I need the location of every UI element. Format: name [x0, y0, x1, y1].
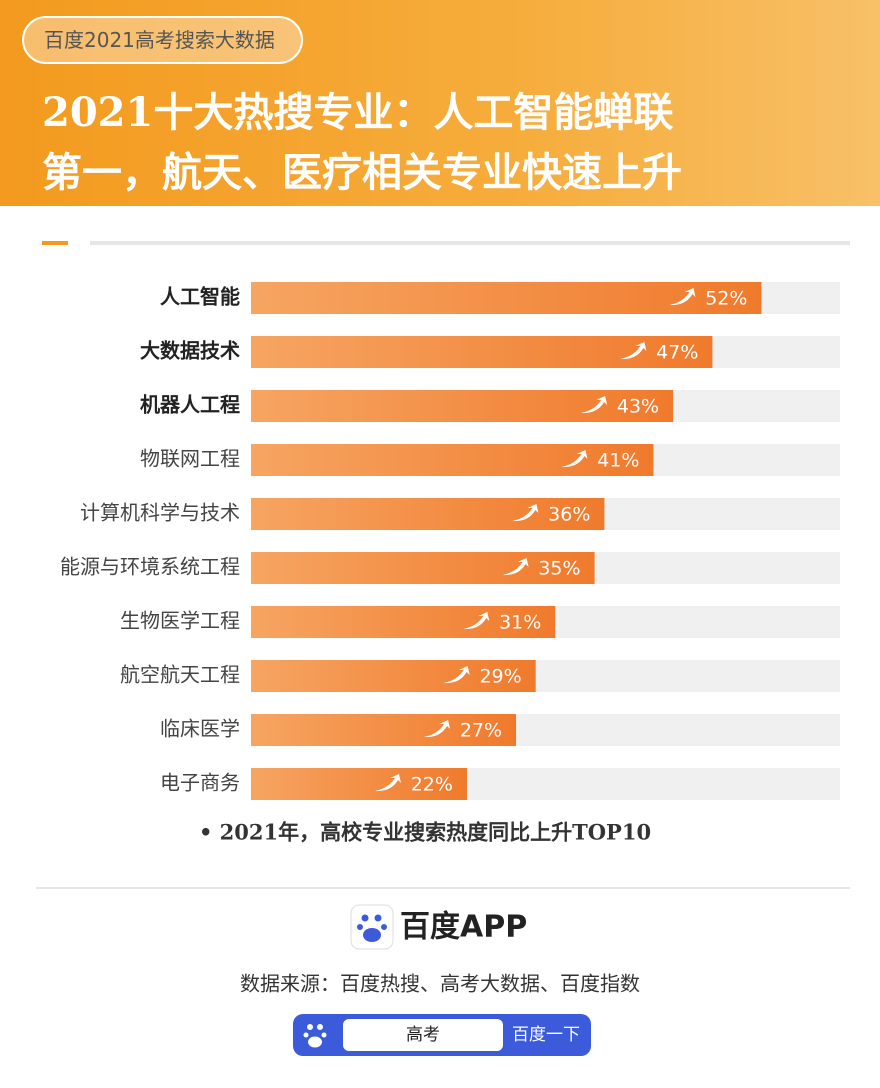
category-label: 计算机科学与技术	[80, 501, 240, 525]
divider-accent	[42, 241, 68, 245]
search-input[interactable]	[343, 1019, 503, 1051]
trend-arrow	[561, 450, 588, 468]
value-label: 41%	[597, 450, 639, 472]
brand: 百度APP	[400, 910, 527, 945]
logo-paw	[357, 914, 387, 942]
trend-arrow	[463, 612, 490, 630]
header: 百度2021高考搜索大数据 2021十大热搜专业：人工智能蝉联 第一，航天、医疗…	[0, 0, 880, 206]
category-label: 电子商务	[160, 771, 240, 795]
logo	[350, 904, 394, 950]
trend-arrow	[502, 558, 529, 576]
bar	[251, 498, 605, 530]
trend-arrow	[669, 288, 696, 306]
trend-arrow	[424, 720, 451, 738]
chart-note: • 2021年，高校专业搜索热度同比上升TOP10	[199, 820, 651, 845]
value-label: 36%	[548, 504, 590, 526]
category-label: 大数据技术	[140, 339, 240, 363]
bar	[251, 390, 674, 422]
value-label: 22%	[411, 774, 453, 796]
trend-arrow	[620, 342, 647, 360]
value-label: 35%	[538, 558, 580, 580]
value-label: 43%	[617, 396, 659, 418]
divider	[90, 241, 850, 245]
category-label: 能源与环境系统工程	[60, 555, 240, 579]
value-label: 31%	[499, 612, 541, 634]
value-label: 29%	[479, 666, 521, 688]
trend-arrow	[581, 396, 608, 414]
bar	[251, 336, 713, 368]
bar	[251, 606, 556, 638]
category-label: 生物医学工程	[120, 609, 240, 633]
category-label: 人工智能	[160, 285, 240, 309]
bar	[251, 714, 517, 746]
value-label: 47%	[656, 342, 698, 364]
header-tag: 百度2021高考搜索大数据	[22, 16, 303, 64]
bar	[251, 660, 536, 692]
search-query: 高考	[406, 1025, 440, 1045]
bar	[251, 282, 762, 314]
trend-arrow	[443, 666, 470, 684]
trend-arrow	[512, 504, 539, 522]
category-label: 临床医学	[160, 717, 240, 741]
bar	[251, 768, 467, 800]
trend-arrow	[374, 774, 401, 792]
category-label: 机器人工程	[140, 393, 240, 417]
value-label: 52%	[705, 288, 747, 310]
category-label: 航空航天工程	[120, 663, 240, 687]
title-line: 2021十大热搜专业：人工智能蝉联	[42, 89, 674, 136]
source: 数据来源：百度热搜、高考大数据、百度指数	[240, 972, 640, 996]
search-button[interactable]: 百度一下	[512, 1025, 580, 1045]
search-icon	[303, 1024, 327, 1048]
bar	[251, 552, 595, 584]
bar	[251, 444, 654, 476]
category-label: 物联网工程	[140, 447, 240, 471]
value-label: 27%	[460, 720, 502, 742]
title-line: 第一，航天、医疗相关专业快速上升	[42, 149, 682, 196]
